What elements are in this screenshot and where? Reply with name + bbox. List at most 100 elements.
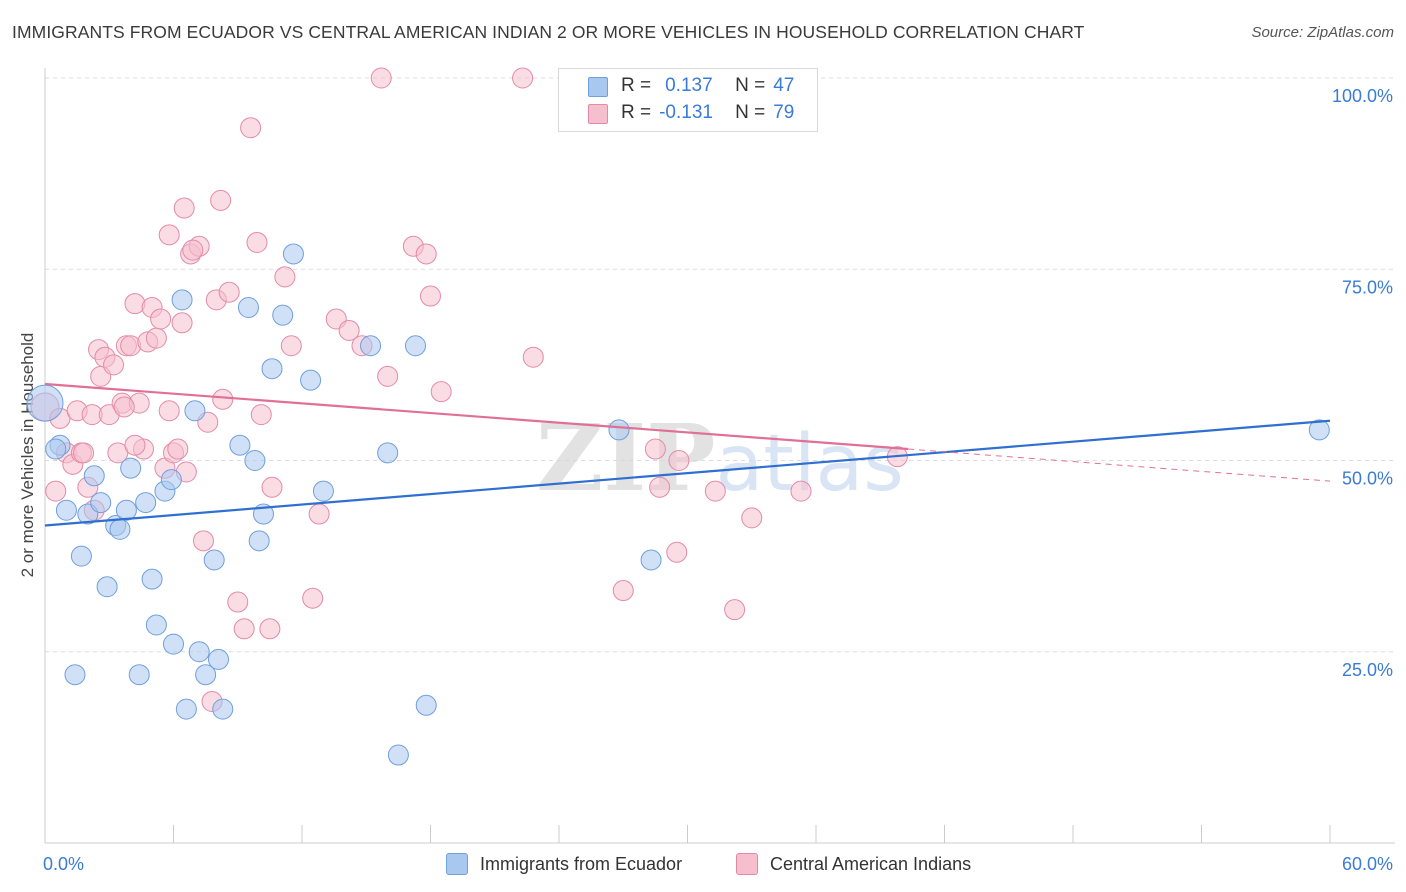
data-point [741, 507, 763, 529]
r-value: 0.137 [665, 75, 713, 96]
data-point [55, 499, 77, 521]
data-point [612, 580, 634, 602]
trend-line-ecuador [44, 419, 1331, 527]
data-point [370, 67, 392, 89]
data-point [261, 358, 283, 380]
x-tick-label: 60.0% [1342, 854, 1393, 874]
data-point [115, 499, 137, 521]
data-point [338, 319, 360, 341]
data-point [173, 197, 195, 219]
bottom-legend-ecuador: Immigrants from Ecuador [446, 850, 682, 878]
data-point [218, 281, 240, 303]
data-point [128, 664, 150, 686]
data-point [45, 438, 67, 460]
data-point [724, 599, 746, 621]
data-point [160, 469, 182, 491]
data-point [203, 549, 225, 571]
data-point [171, 289, 193, 311]
y-tick-label: 50.0% [1342, 469, 1393, 489]
data-point [175, 698, 197, 720]
data-point [83, 465, 105, 487]
data-point [280, 335, 302, 357]
data-point [163, 633, 184, 655]
data-point [103, 354, 125, 376]
data-point [302, 587, 324, 609]
legend-row-ecuador: R = 0.137 N = 47 [621, 73, 794, 99]
data-point [360, 335, 382, 357]
chart-title: IMMIGRANTS FROM ECUADOR VS CENTRAL AMERI… [12, 22, 1085, 42]
legend-swatch-ecuador [446, 853, 468, 875]
n-value: 79 [773, 102, 795, 123]
gridlines [45, 77, 1395, 653]
data-point [248, 530, 270, 552]
data-point [300, 369, 322, 391]
correlation-legend: R = 0.137 N = 47 R = -0.131 N = 79 [558, 68, 818, 132]
n-value: 47 [773, 75, 795, 96]
data-point [120, 457, 142, 479]
data-point [70, 545, 92, 567]
data-point [207, 648, 229, 670]
data-point [649, 476, 671, 498]
data-point [312, 480, 334, 502]
data-point [608, 419, 630, 441]
data-point [45, 480, 67, 502]
data-point [96, 576, 118, 598]
data-point [259, 618, 281, 640]
data-point [640, 549, 662, 571]
y-tick-label: 75.0% [1342, 277, 1393, 297]
data-point [282, 243, 304, 265]
legend-swatch-central-american [736, 853, 758, 875]
data-point [512, 67, 534, 89]
data-point [26, 384, 64, 422]
data-point [188, 641, 210, 663]
data-point [135, 492, 157, 514]
data-point [415, 243, 437, 265]
data-point [145, 327, 167, 349]
data-point [90, 492, 112, 514]
data-point [150, 308, 172, 330]
data-point [212, 388, 234, 410]
y-tick-labels: 25.0% 50.0% 75.0% 100.0% [1332, 86, 1393, 680]
data-point [184, 400, 206, 422]
data-point [644, 438, 666, 460]
data-point [158, 224, 180, 246]
data-point [237, 297, 259, 318]
y-tick-label: 100.0% [1332, 86, 1393, 106]
data-point [272, 304, 294, 326]
data-point [246, 231, 268, 253]
data-point [430, 381, 452, 403]
bottom-legend-central-american: Central American Indians [736, 850, 971, 878]
legend-label-central-american: Central American Indians [770, 853, 972, 874]
y-tick-label: 25.0% [1342, 660, 1393, 680]
n-label: N = [735, 75, 766, 96]
data-point [113, 396, 135, 418]
data-point [405, 335, 427, 357]
data-point [233, 618, 255, 640]
data-point [704, 480, 726, 502]
data-point [145, 614, 167, 636]
data-point [415, 694, 437, 716]
trend-line-central-american-extension [908, 448, 1331, 482]
legend-row-central-american: R = -0.131 N = 79 [621, 100, 794, 126]
data-point [240, 117, 262, 139]
data-point [195, 664, 217, 686]
data-point [377, 365, 399, 387]
data-point [64, 664, 86, 686]
data-point [387, 744, 409, 766]
x-tick-label: 0.0% [43, 854, 84, 874]
data-point [171, 312, 193, 334]
data-point [244, 450, 266, 471]
data-point [250, 404, 272, 426]
data-point [141, 568, 163, 590]
data-point [124, 293, 146, 315]
r-value: -0.131 [659, 102, 713, 123]
data-point [377, 442, 399, 464]
data-point [666, 541, 688, 563]
data-point [227, 591, 249, 613]
series-central-american-indians [30, 67, 908, 712]
data-point [1308, 419, 1330, 441]
data-point [109, 518, 131, 540]
data-point [420, 285, 441, 307]
trend-lines [44, 382, 1331, 527]
